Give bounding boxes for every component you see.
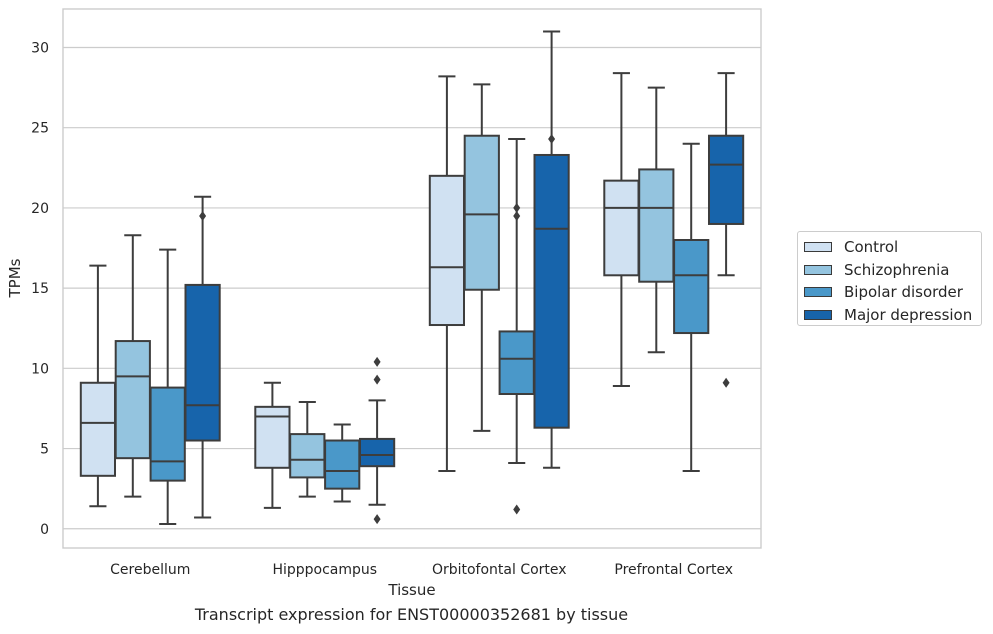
box-schizophrenia-prefrontal-cortex [638,86,675,354]
iqr-box [498,330,535,395]
outlier-point [548,133,556,144]
iqr-box [638,168,675,283]
box-major-depression-hipppocampus [358,356,396,525]
iqr-box [673,239,710,335]
y-tick-label: 20 [31,201,49,217]
outlier-point [513,202,521,213]
legend-swatch [804,287,832,298]
box-major-depression-prefrontal-cortex [707,72,745,388]
legend-item: Schizophrenia [804,259,981,282]
legend-label: Control [844,238,899,257]
legend-swatch [804,309,832,320]
legend-label: Bipolar disorder [844,283,963,302]
legend-label: Major depression [844,305,973,324]
y-tick-labels: 0 5 10 15 20 25 30 [31,41,49,538]
x-tick-label: Orbitofontal Cortex [432,562,567,578]
iqr-box [79,381,117,477]
box-bipolar-disorder-orbitofontal-cortex [498,137,535,515]
iqr-box [184,283,221,442]
y-tick-label: 10 [31,361,49,377]
y-tick-label: 30 [31,41,49,57]
y-tick-label: 15 [31,281,49,297]
legend-swatch [804,264,832,275]
chart-caption: Transcript expression for ENST0000035268… [194,605,629,624]
y-tick-label: 0 [40,522,49,538]
iqr-box [114,340,151,460]
outlier-point [513,210,521,221]
outlier-point [199,210,207,221]
iqr-box [149,386,186,482]
x-tick-label: Prefrontal Cortex [614,562,733,578]
box-major-depression-orbitofontal-cortex [533,30,570,469]
box-control-orbitofontal-cortex [428,75,466,472]
legend-item: Major depression [804,304,981,327]
box-schizophrenia-hipppocampus [289,401,326,498]
box-bipolar-disorder-hipppocampus [324,423,361,503]
box-bipolar-disorder-prefrontal-cortex [673,142,710,472]
outlier-point [373,514,381,525]
outlier-point [373,356,381,367]
box-bipolar-disorder-cerebellum [149,248,186,525]
iqr-box [463,134,500,291]
box-control-prefrontal-cortex [603,72,640,387]
iqr-box [289,433,326,479]
y-tick-label: 25 [31,121,49,137]
box-control-hipppocampus [254,381,291,509]
iqr-box [358,437,396,468]
iqr-box [707,134,745,225]
box-schizophrenia-cerebellum [114,234,151,498]
legend: Control Schizophrenia Bipolar disorder Majo… [797,231,982,326]
legend-swatch [804,242,832,253]
legend-item: Bipolar disorder [804,281,981,304]
y-axis-label: TPMs [6,258,24,298]
legend-label: Schizophrenia [844,260,950,279]
iqr-box [533,153,570,429]
x-tick-label: Cerebellum [110,562,190,578]
box-schizophrenia-orbitofontal-cortex [463,83,500,432]
box-major-depression-cerebellum [184,195,221,519]
outlier-point [722,377,730,388]
y-tick-label: 5 [40,442,49,458]
iqr-box [603,179,640,277]
iqr-box [324,439,361,490]
outlier-point [513,504,521,515]
x-tick-labels: Cerebellum Hipppocampus Orbitofontal Corte… [110,562,733,578]
boxes-layer [79,30,745,525]
x-tick-label: Hipppocampus [272,562,377,578]
iqr-box [428,174,466,327]
x-axis-label: Tissue [387,581,435,599]
legend-item: Control [804,236,981,259]
outlier-point [373,374,381,385]
plot-frame [62,8,762,549]
